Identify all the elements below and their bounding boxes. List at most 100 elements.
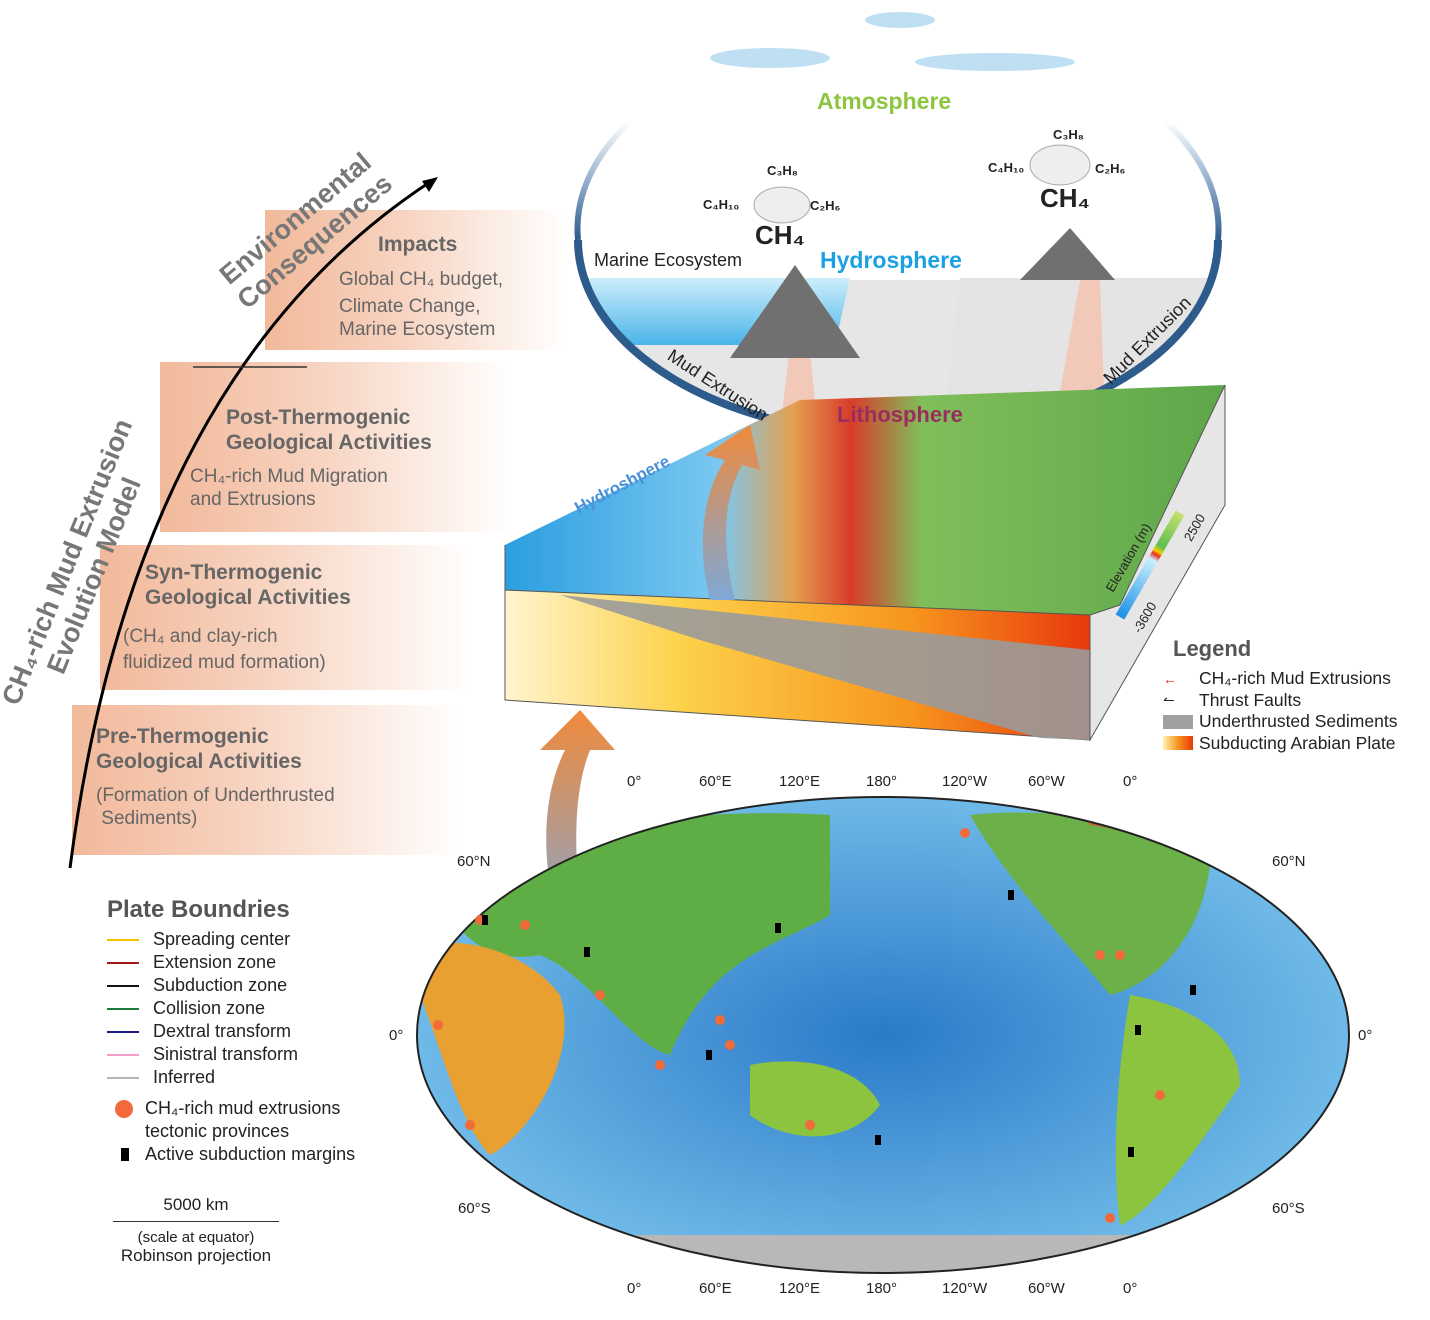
stage-desc: and Extrusions [190,489,316,510]
ch4-label: CH₄ [1040,183,1090,213]
lat-tick: 60°S [458,1200,491,1217]
stage-desc: Sediments) [96,808,198,829]
line-swatch [107,1053,139,1056]
africa-landmass [420,942,565,1155]
lat-tick: 60°N [457,853,491,870]
legend-item: CH₄-rich mud extrusions [115,1097,355,1120]
lon-tick: 0° [627,773,642,790]
lon-tick: 0° [1123,773,1138,790]
legend-title: Legend [1173,636,1252,661]
legend-item: tectonic provinces [145,1120,355,1143]
lon-tick: 60°W [1028,773,1065,790]
stage-desc: fluidized mud formation) [123,652,326,673]
lon-tick: 60°W [1028,1280,1065,1297]
lon-tick: 60°E [699,773,732,790]
cloud-icon [710,12,1075,71]
legend-label: Active subduction margins [145,1144,356,1164]
lat-tick: 60°S [1272,1200,1305,1217]
red-arrow-icon: ← [1163,670,1177,687]
legend-label: Inferred [153,1067,216,1087]
legend-label: Subducting Arabian Plate [1199,732,1396,753]
legend-label: CH₄-rich Mud Extrusions [1199,668,1391,689]
legend-label: Dextral transform [153,1021,292,1041]
legend-label: Underthrusted Sediments [1199,711,1398,732]
legend-label: CH₄-rich mud extrusions [145,1098,341,1118]
c4h10-label: C₄H₁₀ [703,197,740,212]
orange-dot-icon [115,1099,133,1118]
legend-label: Extension zone [153,952,277,972]
legend-item: ← CH₄-rich Mud Extrusions [1163,668,1397,690]
ch4-label: CH₄ [755,220,805,250]
plate-legend-title: Plate Boundries [107,896,290,923]
tectonic-block-diagram [504,384,1226,742]
c2h6-label: C₂H₆ [1095,161,1126,176]
legend-item: Subducting Arabian Plate [1163,733,1397,755]
line-swatch [107,1030,139,1033]
plate-swatch [1163,736,1193,751]
stage-desc: (Formation of Underthrusted [96,785,335,806]
lat-tick: 0° [389,1027,404,1044]
c3h8-label: C₃H₈ [767,163,798,178]
stage-title: Pre-Thermogenic [96,725,269,748]
legend-item: Sinistral transform [107,1043,355,1066]
pin-icon [121,1148,129,1161]
mud-province-markers [433,828,1165,1223]
line-swatch [107,938,139,941]
legend-item: Spreading center [107,928,355,951]
stage-desc: CH₄-rich Mud Migration [190,466,388,487]
legend-label: Spreading center [153,929,291,949]
sediment-swatch [1163,714,1193,729]
lon-tick: 180° [866,1280,898,1297]
stage-title: Impacts [378,233,458,256]
line-swatch [107,984,139,987]
projection-label: Robinson projection [120,1246,272,1265]
south-america-landmass [1115,995,1240,1225]
stage-title: Post-Thermogenic [226,406,411,429]
scale-note: (scale at equator) [137,1229,255,1246]
lon-tick: 120°E [779,773,821,790]
stage-band-impacts [265,210,565,350]
line-swatch [107,961,139,964]
scale-bar: 5000 km (scale at equator) Robinson proj… [113,1195,279,1266]
lon-tick: 120°E [779,1280,821,1297]
legend-item: ↼ Thrust Faults [1163,690,1397,712]
c4h10-label: C₄H₁₀ [988,160,1025,175]
evolution-arrow [68,177,438,869]
legend-item: Active subduction margins [121,1143,355,1166]
lon-tick: 0° [627,1280,642,1297]
lon-tick: 180° [866,773,898,790]
scale-label: 5000 km [113,1195,279,1222]
legend-item: Inferred [107,1066,355,1089]
legend-label: tectonic provinces [145,1121,290,1141]
stage-title: Geological Activities [226,431,432,454]
world-map [416,796,1350,1274]
marine-ecosystem-label: Marine Ecosystem [594,250,743,270]
north-america-landmass [970,812,1210,995]
stage-title: Geological Activities [145,586,351,609]
stage-band-pre [72,705,462,855]
lat-tick: 60°N [1272,853,1306,870]
atmosphere-label: Atmosphere [817,88,952,114]
legend-label: Sinistral transform [153,1044,299,1064]
c3h8-label: C₃H₈ [1053,127,1084,142]
stage-title: Geological Activities [96,750,302,773]
legend-item: Dextral transform [107,1020,355,1043]
line-swatch [107,1007,139,1010]
legend-label: Collision zone [153,998,266,1018]
australia-landmass [750,1061,880,1137]
legend-label: Thrust Faults [1199,689,1302,710]
mud-volcano-icon [1020,228,1115,280]
lon-tick: 120°W [942,1280,988,1297]
plate-boundaries-legend: Plate Boundries Spreading center Extensi… [107,896,355,1166]
stage-desc: Global CH₄ budget, [339,269,504,290]
legend-item: Subduction zone [107,974,355,997]
hydrosphere-label: Hydrosphere [820,247,962,273]
stage-band-syn [100,545,470,690]
lat-tick: 0° [1358,1027,1373,1044]
mud-volcano-icon [730,265,860,358]
gas-cloud-icon [1029,144,1091,186]
lon-tick: 0° [1123,1280,1138,1297]
stage-title: Syn-Thermogenic [145,561,323,584]
legend-item: Collision zone [107,997,355,1020]
block-legend: Legend ← CH₄-rich Mud Extrusions ↼ Thrust … [1163,636,1397,754]
